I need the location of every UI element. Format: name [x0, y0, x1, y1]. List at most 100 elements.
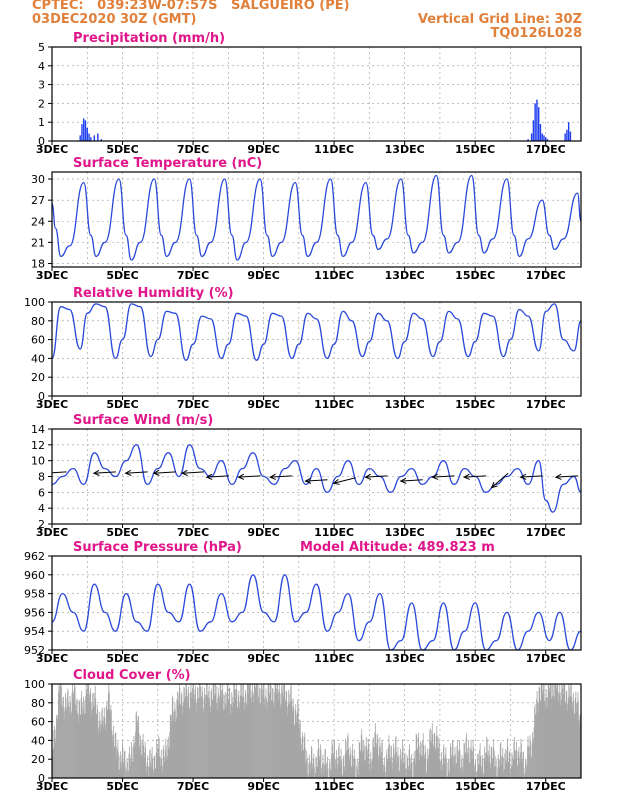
pres-ytick-label: 956 [24, 606, 45, 619]
cloud-column [471, 759, 473, 778]
cloud-column [365, 745, 367, 778]
cloud-column [448, 770, 450, 778]
precip-bar [93, 135, 96, 141]
cloud-column [282, 697, 284, 778]
precip-bar [81, 124, 83, 141]
cloud-column [489, 769, 491, 778]
cloud-column [467, 759, 468, 778]
cloud-column [213, 684, 215, 778]
cloud-column [148, 767, 150, 778]
cloud-column [551, 699, 553, 778]
cloud-column [423, 758, 425, 778]
cloud-column [93, 706, 95, 778]
cloud-column [376, 743, 378, 778]
cloud-column [309, 763, 311, 778]
cloud-column [486, 737, 488, 778]
cloud-column [221, 689, 223, 778]
cloud-column [395, 738, 396, 778]
cloud-column [136, 711, 137, 778]
cloud-column [439, 761, 441, 778]
cloud-column [297, 706, 299, 778]
cloud-column [455, 766, 457, 778]
cloud-column [126, 758, 128, 778]
cloud-column [424, 754, 426, 778]
cloud-column [379, 737, 381, 778]
cloud-column [105, 723, 107, 778]
cloud-column [197, 687, 198, 778]
cloud-column [298, 728, 300, 778]
header-grid-note: Vertical Grid Line: 30Z [417, 12, 582, 27]
cloud-column [443, 744, 445, 778]
cloud-column [76, 700, 77, 778]
cloud-column [260, 704, 261, 778]
cloud-column [399, 754, 401, 778]
rh-ytick-label: 60 [31, 334, 45, 347]
cloud-column [347, 735, 349, 778]
cloud-column [86, 690, 88, 778]
cloud-column [114, 732, 116, 778]
cloud-column [166, 759, 168, 778]
precip-xtick-label: 5DEC [106, 143, 138, 156]
cloud-column [492, 760, 494, 778]
cloud-column [223, 709, 225, 778]
wind-xtick-label: 15DEC [455, 526, 495, 539]
cloud-column [313, 754, 315, 778]
cloud-column [95, 714, 97, 778]
cloud-column [163, 745, 165, 778]
cloud-column [291, 699, 293, 778]
cloud-column [481, 754, 483, 778]
cloud-column [444, 754, 446, 778]
cloud-column [93, 705, 95, 778]
cloud-column [533, 742, 534, 778]
cloud-column [378, 760, 380, 778]
cloud-column [304, 732, 306, 778]
cloud-column [337, 768, 338, 778]
cloud-column [254, 684, 256, 778]
cloud-column [373, 747, 375, 778]
cloud-column [292, 706, 294, 778]
cloud-column [471, 749, 472, 778]
cloud-column [546, 697, 548, 778]
cloud-column [205, 694, 207, 778]
cloud-column [269, 684, 271, 778]
cloud-column [516, 741, 517, 778]
cloud-column [437, 749, 439, 778]
cloud-column [396, 761, 398, 778]
cloud-column [516, 750, 518, 778]
cloud-column [360, 750, 362, 778]
cloud-column [217, 687, 219, 778]
cloud-column [294, 710, 296, 778]
cloud-column [113, 748, 115, 778]
cloud-column [190, 684, 192, 778]
wind-arrow [491, 472, 509, 488]
cloud-column [377, 755, 379, 778]
cloud-column [141, 756, 143, 778]
cloud-ytick-label: 20 [31, 753, 45, 766]
cloud-column [511, 752, 513, 778]
cloud-column [377, 738, 379, 778]
cloud-column [373, 747, 375, 778]
cloud-column [255, 688, 257, 778]
cloud-column [108, 684, 110, 778]
cloud-column [380, 752, 382, 778]
cloud-column [536, 698, 537, 778]
cloud-column [308, 754, 310, 778]
cloud-column [269, 695, 270, 778]
cloud-column [520, 752, 521, 778]
wind-arrow-head [180, 469, 188, 476]
cloud-column [427, 748, 429, 778]
cloud-column [149, 750, 151, 778]
rh-panel: 0 20 40 60 80 100 3DEC 5DEC 7DEC 9DEC 11DEC 13DEC 15… [24, 286, 582, 411]
cloud-column [344, 769, 346, 778]
cloud-column [213, 684, 215, 778]
cloud-column [139, 749, 140, 778]
cloud-column [374, 723, 376, 778]
cloud-column [172, 695, 174, 778]
cloud-column [512, 765, 514, 778]
cloud-column [187, 702, 188, 778]
cloud-column [180, 706, 182, 778]
cloud-column [52, 757, 54, 778]
cloud-column [256, 684, 257, 778]
cloud-column [283, 684, 285, 778]
cloud-column [77, 723, 79, 778]
